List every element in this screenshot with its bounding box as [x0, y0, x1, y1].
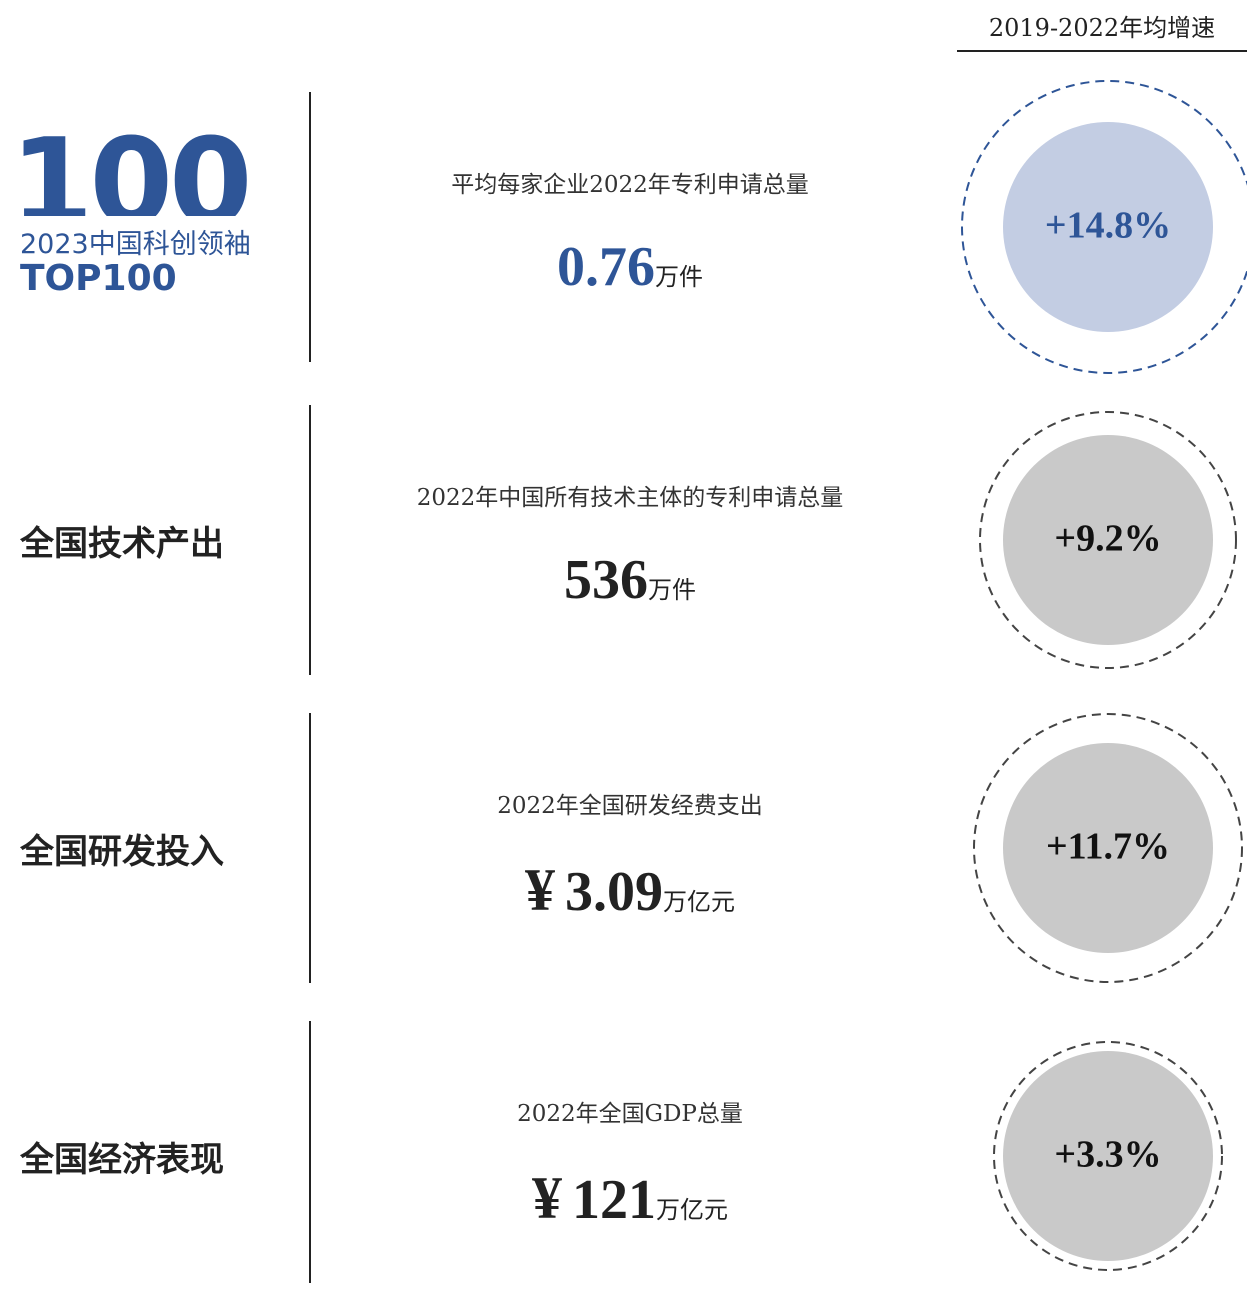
value-number: 0.76 [557, 236, 655, 298]
growth-badge: +9.2% [979, 411, 1237, 669]
unit: 万亿元 [656, 1196, 728, 1224]
description: 2022年全国GDP总量 [517, 1101, 743, 1127]
row-label: 全国技术产出 [20, 524, 224, 564]
growth-rate: +14.8% [1045, 205, 1171, 247]
badge-ring [993, 1041, 1223, 1271]
description: 2022年中国所有技术主体的专利申请总量 [416, 485, 844, 511]
badge-fill [1003, 435, 1213, 645]
growth-rate: +11.7% [1046, 826, 1170, 868]
value: 0.76万件 [330, 235, 930, 299]
currency: ¥ [525, 857, 555, 923]
header-title: 2019-2022年均增速 [988, 14, 1216, 42]
badge-fill [1003, 122, 1213, 332]
value: 536万件 [330, 548, 930, 612]
divider [309, 1021, 311, 1283]
divider [309, 92, 311, 362]
logo-subtitle: 2023中国科创领袖 [20, 229, 251, 260]
unit: 万亿元 [663, 888, 735, 916]
logo-number: 100 [10, 118, 249, 216]
growth-badge: +11.7% [973, 713, 1243, 983]
description: 平均每家企业2022年专利申请总量 [451, 172, 809, 198]
value: ¥3.09万亿元 [330, 856, 930, 925]
value: ¥121万亿元 [330, 1164, 930, 1233]
row-label: 全国经济表现 [20, 1140, 224, 1180]
value-number: 536 [564, 549, 648, 611]
unit: 万件 [655, 263, 703, 291]
badge-ring [979, 411, 1237, 669]
growth-badge: +14.8% [961, 80, 1247, 374]
row-label: 全国研发投入 [20, 832, 224, 872]
divider [309, 713, 311, 983]
badge-fill [1003, 743, 1213, 953]
growth-rate: +9.2% [1054, 518, 1161, 560]
logo-name: TOP100 [20, 258, 177, 299]
unit: 万件 [648, 576, 696, 604]
badge-fill [1003, 1051, 1213, 1261]
currency: ¥ [532, 1165, 562, 1231]
badge-ring [961, 80, 1247, 374]
divider [309, 405, 311, 675]
growth-badge: +3.3% [993, 1041, 1223, 1271]
growth-rate: +3.3% [1054, 1134, 1161, 1176]
value-number: 121 [572, 1169, 656, 1231]
value-number: 3.09 [565, 861, 663, 923]
badge-ring [973, 713, 1243, 983]
description: 2022年全国研发经费支出 [497, 793, 763, 819]
header-rule [957, 50, 1247, 52]
